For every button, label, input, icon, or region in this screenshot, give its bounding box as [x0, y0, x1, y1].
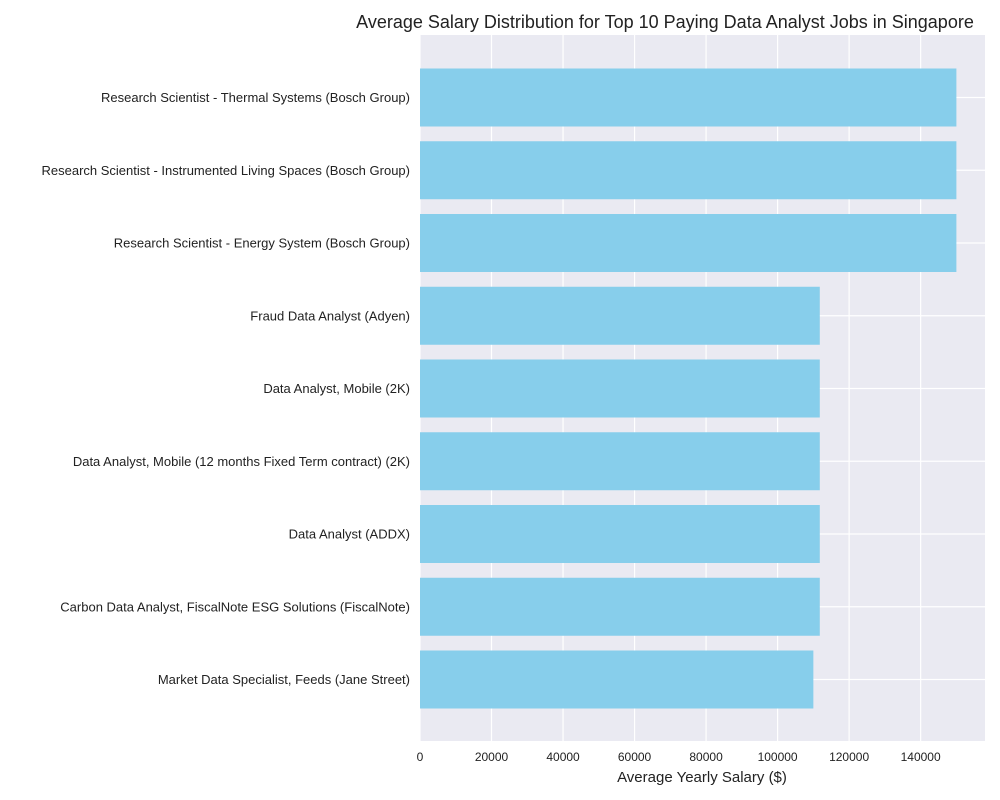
x-tick-label-0: 0	[417, 750, 424, 764]
bar-3	[420, 286, 820, 345]
x-tick-label-1: 20000	[475, 750, 509, 764]
category-label-6: Data Analyst (ADDX)	[289, 527, 410, 542]
category-label-1: Research Scientist - Instrumented Living…	[41, 163, 410, 178]
category-label-7: Carbon Data Analyst, FiscalNote ESG Solu…	[60, 599, 410, 614]
bar-8	[420, 650, 814, 709]
bar-1	[420, 141, 957, 200]
category-labels: Research Scientist - Thermal Systems (Bo…	[41, 90, 410, 687]
bar-7	[420, 577, 820, 636]
x-tick-label-2: 40000	[546, 750, 580, 764]
x-tick-label-7: 140000	[901, 750, 941, 764]
x-axis-title: Average Yearly Salary ($)	[617, 769, 787, 786]
x-tick-labels: 0 20000 40000 60000 80000 100000 120000 140000	[417, 750, 941, 764]
x-tick-label-4: 80000	[689, 750, 723, 764]
x-tick-label-5: 100000	[758, 750, 798, 764]
category-label-4: Data Analyst, Mobile (2K)	[263, 381, 410, 396]
category-label-2: Research Scientist - Energy System (Bosc…	[114, 236, 410, 251]
category-label-0: Research Scientist - Thermal Systems (Bo…	[101, 90, 410, 105]
chart-title: Average Salary Distribution for Top 10 P…	[356, 12, 974, 32]
bar-0	[420, 68, 957, 127]
bar-2	[420, 214, 957, 272]
category-label-8: Market Data Specialist, Feeds (Jane Stre…	[158, 672, 410, 687]
bar-6	[420, 505, 820, 563]
bar-5	[420, 432, 820, 491]
x-tick-label-6: 120000	[829, 750, 869, 764]
category-label-3: Fraud Data Analyst (Adyen)	[250, 308, 410, 323]
x-tick-label-3: 60000	[618, 750, 652, 764]
category-label-5: Data Analyst, Mobile (12 months Fixed Te…	[73, 454, 410, 469]
bar-4	[420, 359, 820, 418]
bars	[420, 68, 957, 709]
